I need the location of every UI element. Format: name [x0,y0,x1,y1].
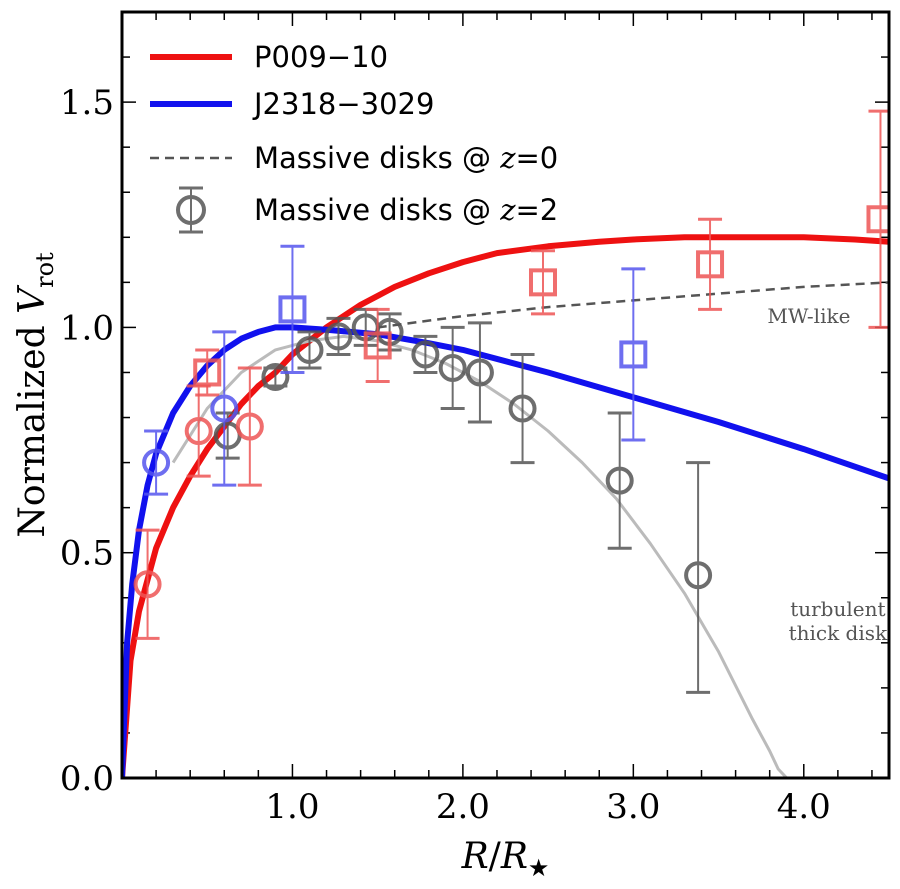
legend-label: Massive disks @ z=2 [254,193,558,227]
data-point [261,362,290,391]
data-point [619,267,648,442]
axis-labels: R/R★ Normalized Vrot [12,252,549,882]
data-point [133,528,162,640]
y-tick-label: 1.5 [60,83,114,123]
legend-label: Massive disks @ z=0 [254,141,558,175]
square-marker [528,268,557,297]
data-point [324,316,353,356]
circle-marker [411,340,440,369]
y-tick-label: 0.0 [60,759,114,799]
x-tick-label: 1.0 [265,787,319,827]
legend: P009−10 J2318−3029 Massive disks @ z=0 Mass… [150,40,558,234]
legend-label: J2318−3029 [252,87,434,121]
circle-marker [261,362,290,391]
plot-frame [120,10,891,780]
legend-entry: Massive disks @ z=2 [176,186,558,234]
data-point [465,321,494,424]
model-curve [122,324,889,778]
legend-entry: Massive disks @ z=0 [150,141,558,175]
turbulent-thick-disk-curve [171,334,788,778]
circle-marker [295,335,324,364]
circle-marker [465,358,494,387]
circle-marker [508,394,537,423]
square-marker [696,250,725,279]
data-point [411,334,440,374]
circle-marker [133,570,162,599]
data-point [278,244,307,374]
square-marker [363,331,392,360]
x-tick-label: 3.0 [606,787,660,827]
data-point [438,325,467,411]
legend-label: P009−10 [254,40,388,74]
x-axis-label: R/R★ [461,836,550,882]
circle-marker [184,417,213,446]
data-point [235,366,264,487]
y-tick-label: 0.5 [60,534,114,574]
data-point [605,411,634,550]
data-point [142,429,171,496]
legend-entry: P009−10 [150,40,388,74]
annotations: MW-like turbulent thick disk [767,304,888,645]
axis-ticks [122,12,889,778]
circle-marker [605,466,634,495]
data-point [528,249,557,316]
square-marker [866,205,889,234]
model-curve [122,234,889,778]
legend-swatch [176,186,206,234]
y-axis-label: Normalized Vrot [12,252,59,538]
data-point [696,217,725,311]
x-tick-label: 2.0 [436,787,490,827]
annotation: MW-like [767,304,850,328]
circle-marker [324,322,353,351]
y-tick-label: 1.0 [60,308,114,348]
circle-marker [684,561,713,590]
square-marker [619,340,648,369]
circle-marker [235,412,264,441]
tick-labels: 1.0 2.0 3.0 4.0 0.0 0.5 1.0 1.5 [60,83,831,827]
data-point [210,330,239,487]
data-point [684,461,713,694]
square-marker [278,295,307,324]
legend-entry: J2318−3029 [150,87,434,121]
circle-marker [210,394,239,423]
data-point [295,330,324,370]
circle-marker [438,353,467,382]
data-point [184,384,213,478]
circle-marker [142,448,171,477]
square-marker [193,358,222,387]
data-points [133,109,889,694]
data-point [363,307,392,383]
x-tick-label: 4.0 [777,787,831,827]
data-point [193,348,222,397]
data-point [508,352,537,465]
annotation: turbulent thick disk [789,597,888,645]
